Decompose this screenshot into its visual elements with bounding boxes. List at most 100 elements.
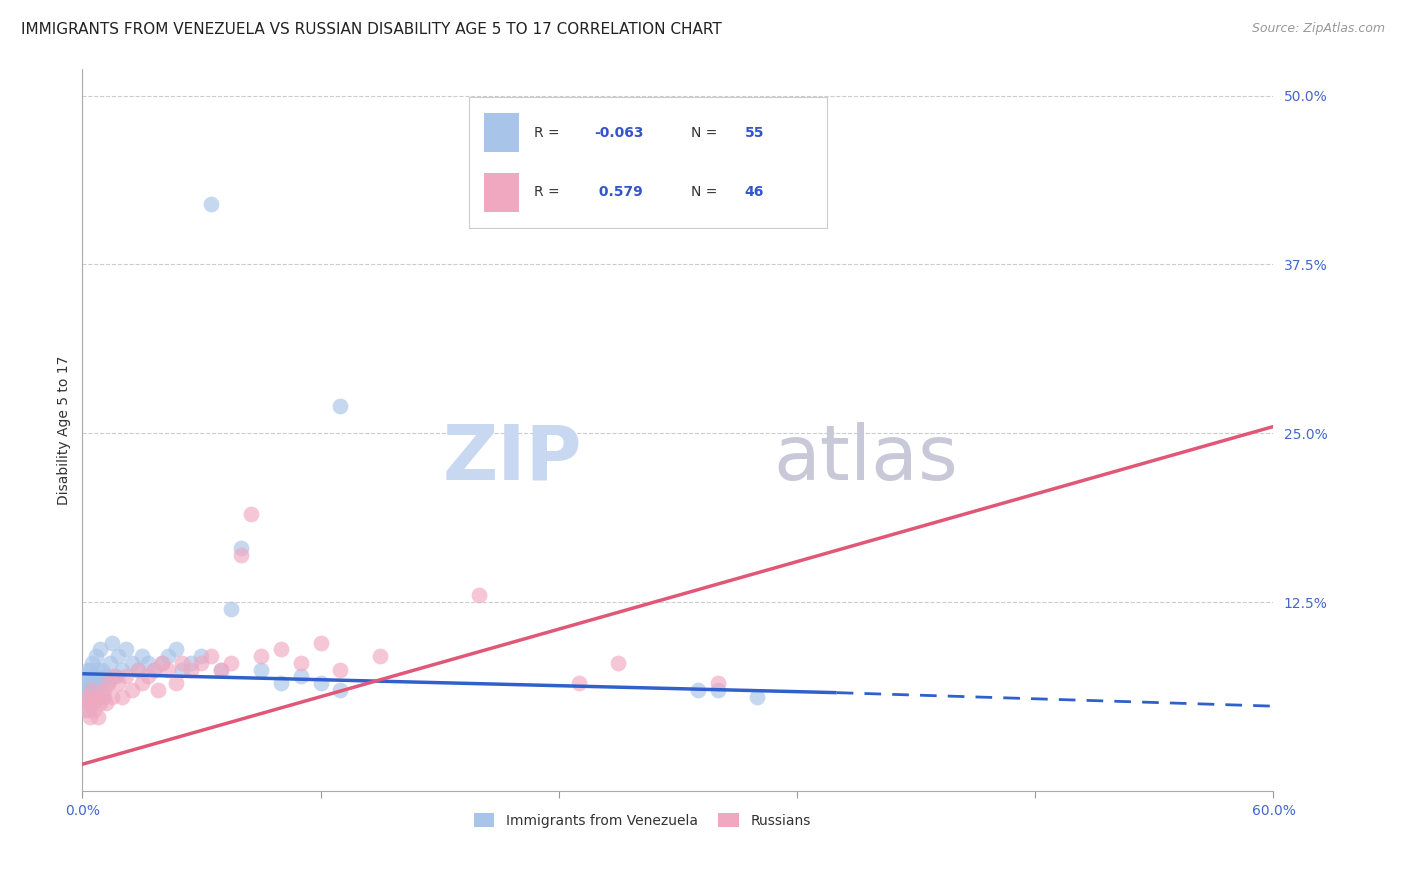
Point [136, 669, 159, 683]
Point [79, 690, 101, 704]
Point [115, 642, 138, 657]
Point [107, 649, 129, 664]
Point [101, 635, 124, 649]
Point [83, 703, 105, 717]
Point [190, 656, 212, 670]
Point [79, 663, 101, 677]
Point [79, 710, 101, 724]
Point [89, 642, 111, 657]
Point [156, 663, 179, 677]
Point [87, 663, 110, 677]
Point [219, 656, 242, 670]
Point [150, 656, 173, 670]
Point [82, 676, 104, 690]
Point [94, 697, 117, 711]
Point [107, 676, 129, 690]
Point [200, 196, 222, 211]
Point [93, 682, 115, 697]
Point [706, 676, 728, 690]
Text: ZIP: ZIP [443, 422, 582, 496]
Point [229, 541, 252, 555]
Point [103, 669, 125, 683]
Point [97, 676, 120, 690]
Text: IMMIGRANTS FROM VENEZUELA VS RUSSIAN DISABILITY AGE 5 TO 17 CORRELATION CHART: IMMIGRANTS FROM VENEZUELA VS RUSSIAN DIS… [21, 22, 721, 37]
Point [180, 663, 202, 677]
Point [73, 697, 96, 711]
Point [89, 690, 111, 704]
Point [240, 508, 263, 522]
Point [706, 682, 728, 697]
Point [75, 697, 97, 711]
Point [747, 690, 769, 704]
Point [83, 669, 105, 683]
Point [84, 649, 107, 664]
Point [290, 669, 312, 683]
Point [270, 642, 292, 657]
Point [75, 703, 97, 717]
Point [111, 663, 134, 677]
Point [93, 690, 115, 704]
Point [82, 697, 104, 711]
Point [121, 682, 143, 697]
Point [101, 690, 124, 704]
Point [91, 663, 114, 677]
Point [94, 669, 117, 683]
Point [209, 663, 232, 677]
Point [115, 669, 138, 683]
Point [111, 690, 134, 704]
Point [309, 635, 332, 649]
Point [84, 690, 107, 704]
Point [89, 697, 111, 711]
Point [270, 676, 292, 690]
Y-axis label: Disability Age 5 to 17: Disability Age 5 to 17 [58, 355, 72, 505]
Point [105, 669, 128, 683]
Point [142, 663, 165, 677]
Point [309, 676, 332, 690]
Point [82, 697, 104, 711]
Point [329, 663, 352, 677]
Point [127, 663, 149, 677]
Point [209, 663, 232, 677]
Point [131, 676, 153, 690]
Point [83, 690, 105, 704]
Point [190, 649, 212, 664]
Point [77, 682, 100, 697]
Point [91, 676, 114, 690]
Point [77, 703, 100, 717]
Point [200, 649, 222, 664]
Point [250, 649, 273, 664]
Point [156, 649, 179, 664]
Point [77, 663, 100, 677]
Point [568, 676, 591, 690]
Point [84, 682, 107, 697]
Point [686, 682, 709, 697]
Point [468, 588, 491, 602]
Point [121, 656, 143, 670]
Text: atlas: atlas [773, 422, 957, 496]
Point [131, 649, 153, 664]
Point [229, 548, 252, 562]
Point [79, 676, 101, 690]
Point [329, 399, 352, 413]
Point [180, 656, 202, 670]
Point [91, 690, 114, 704]
Point [82, 682, 104, 697]
Point [75, 682, 97, 697]
Point [329, 682, 352, 697]
Point [165, 642, 187, 657]
Text: Source: ZipAtlas.com: Source: ZipAtlas.com [1251, 22, 1385, 36]
Point [219, 602, 242, 616]
Point [150, 656, 173, 670]
Point [136, 656, 159, 670]
Point [75, 669, 97, 683]
Point [170, 656, 193, 670]
Point [368, 649, 391, 664]
Point [73, 690, 96, 704]
Point [146, 682, 169, 697]
Point [290, 656, 312, 670]
Point [97, 676, 120, 690]
Point [87, 676, 110, 690]
Point [87, 710, 110, 724]
Point [73, 676, 96, 690]
Point [127, 663, 149, 677]
